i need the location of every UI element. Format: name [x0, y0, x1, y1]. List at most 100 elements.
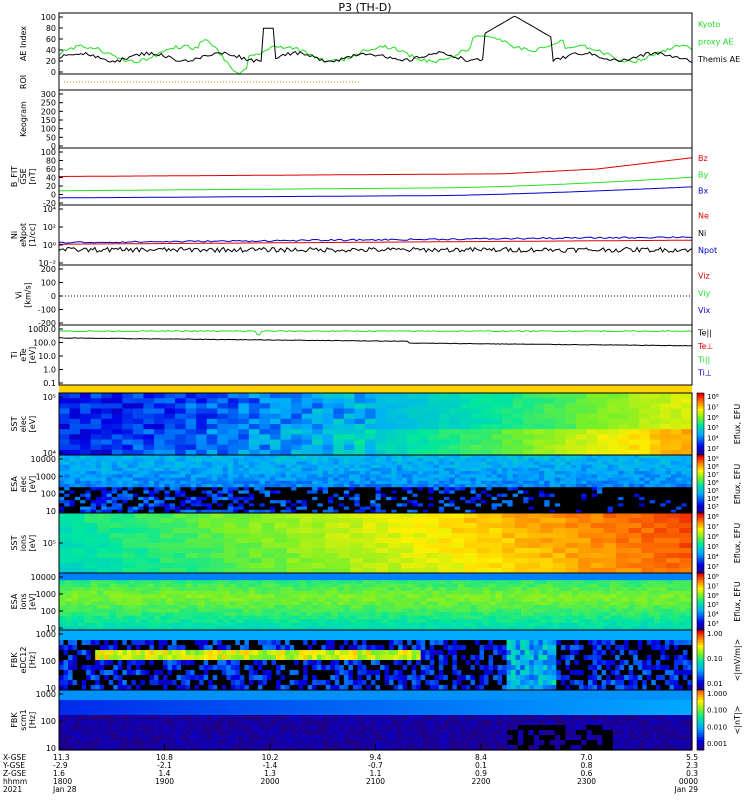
spectrogram-cell	[465, 509, 472, 514]
spectrogram-cell	[74, 487, 81, 492]
spectrogram-cell	[616, 605, 623, 610]
spectrogram-cell	[59, 619, 66, 624]
spectrogram-cell	[647, 594, 655, 599]
spectrogram-cell	[122, 615, 130, 620]
spectrogram-cell	[127, 496, 134, 501]
spectrogram-cell	[581, 496, 588, 501]
spectrogram-cell	[117, 490, 123, 495]
spectrogram-cell	[222, 484, 229, 488]
spectrogram-cell	[101, 393, 113, 399]
spectrogram-cell	[259, 509, 266, 514]
spectrogram-cell	[449, 398, 461, 404]
spectrogram-cell	[217, 594, 225, 599]
spectrogram-cell	[407, 467, 414, 472]
spectrogram-cell	[354, 413, 366, 420]
spectrogram-cell	[628, 563, 642, 569]
spectrogram-cell	[267, 587, 275, 592]
spectrogram-cell	[103, 622, 111, 628]
spectrogram-cell	[639, 458, 646, 463]
spectrogram-cell	[147, 615, 155, 620]
spectrogram-cell	[565, 471, 572, 475]
spectrogram-cell	[603, 523, 617, 529]
spectrogram-cell	[660, 503, 667, 508]
spectrogram-cell	[111, 493, 118, 498]
spectrogram-cell	[261, 626, 269, 631]
spectrogram-cell	[59, 455, 65, 459]
spectrogram-cell	[428, 509, 435, 514]
spectrogram-cell	[95, 474, 102, 479]
spectrogram-cell	[354, 439, 366, 446]
spectrogram-cell	[80, 503, 86, 508]
spectrogram-cell	[552, 612, 560, 617]
spectrogram-cell	[527, 580, 535, 585]
spectrogram-cell	[417, 398, 429, 404]
spectrogram-cell	[190, 493, 197, 498]
spectrogram-cell	[681, 503, 688, 508]
spectrogram-cell	[502, 461, 508, 466]
spectrogram-cell	[217, 418, 229, 425]
spectrogram-cell	[419, 612, 427, 617]
spectrogram-cell	[554, 424, 566, 430]
spectrogram-cell	[609, 576, 617, 581]
spectrogram-cell	[261, 523, 275, 529]
spectrogram-cell	[612, 506, 619, 511]
spectrogram-cell	[103, 576, 111, 581]
spectrogram-cell	[370, 509, 377, 514]
spectrogram-cell	[175, 458, 181, 463]
spectrogram-cell	[211, 458, 218, 463]
spectrogram-cell	[578, 513, 592, 519]
spectrogram-cell	[647, 597, 655, 603]
spectrogram-cell	[111, 418, 123, 425]
spectrogram-cell	[666, 528, 680, 534]
spectrogram-cell	[552, 513, 566, 519]
spectrogram-cell	[179, 573, 187, 578]
spectrogram-cell	[649, 444, 661, 451]
spectrogram-cell	[85, 471, 92, 475]
spectrogram-cell	[603, 587, 611, 592]
spectrogram-cell	[362, 608, 370, 613]
spectrogram-cell	[291, 493, 297, 498]
spectrogram-cell	[489, 619, 497, 624]
spectrogram-cell	[375, 429, 387, 435]
spectrogram-cell	[337, 622, 345, 628]
spectrogram-cell	[586, 461, 593, 466]
spectrogram-cell	[375, 523, 389, 529]
spectrogram-cell	[445, 583, 453, 588]
spectrogram-cell	[331, 594, 339, 599]
spectrogram-cell	[356, 587, 364, 592]
spectrogram-cell	[217, 506, 224, 511]
spectrogram-cell	[248, 467, 255, 472]
spectrogram-cell	[270, 503, 276, 508]
spectrogram-cell	[635, 608, 642, 613]
spectrogram-cell	[350, 619, 358, 624]
spectrogram-cell	[312, 626, 320, 631]
spectrogram-cell	[655, 487, 661, 492]
spectrogram-cell	[217, 500, 224, 504]
spectrogram-cell	[578, 583, 585, 588]
spectrogram-cell	[275, 471, 282, 475]
spectrogram-cell	[665, 455, 672, 459]
spectrogram-cell	[483, 601, 491, 606]
spectrogram-cell	[217, 477, 224, 482]
spectrogram-cell	[586, 455, 593, 459]
spectrogram-cell	[74, 493, 81, 498]
spectrogram-cell	[644, 477, 651, 482]
spectrogram-cell	[449, 424, 461, 430]
spectrogram-cell	[343, 493, 350, 498]
spectrogram-cell	[138, 487, 145, 492]
spectrogram-cell	[134, 558, 149, 564]
spectrogram-cell	[223, 563, 237, 569]
spectrogram-cell	[449, 503, 456, 508]
spectrogram-cell	[417, 434, 429, 441]
spectrogram-cell	[296, 455, 303, 459]
spectrogram-cell	[106, 474, 113, 479]
spectrogram-cell	[578, 587, 585, 592]
spectrogram-cell	[259, 506, 266, 511]
spectrogram-cell	[84, 518, 98, 524]
spectrogram-cell	[349, 464, 356, 469]
spectrogram-cell	[628, 418, 640, 425]
spectrogram-cell	[407, 480, 414, 485]
spectrogram-cell	[312, 444, 324, 451]
spectrogram-cell	[293, 612, 301, 617]
spectrogram-cell	[514, 605, 522, 610]
